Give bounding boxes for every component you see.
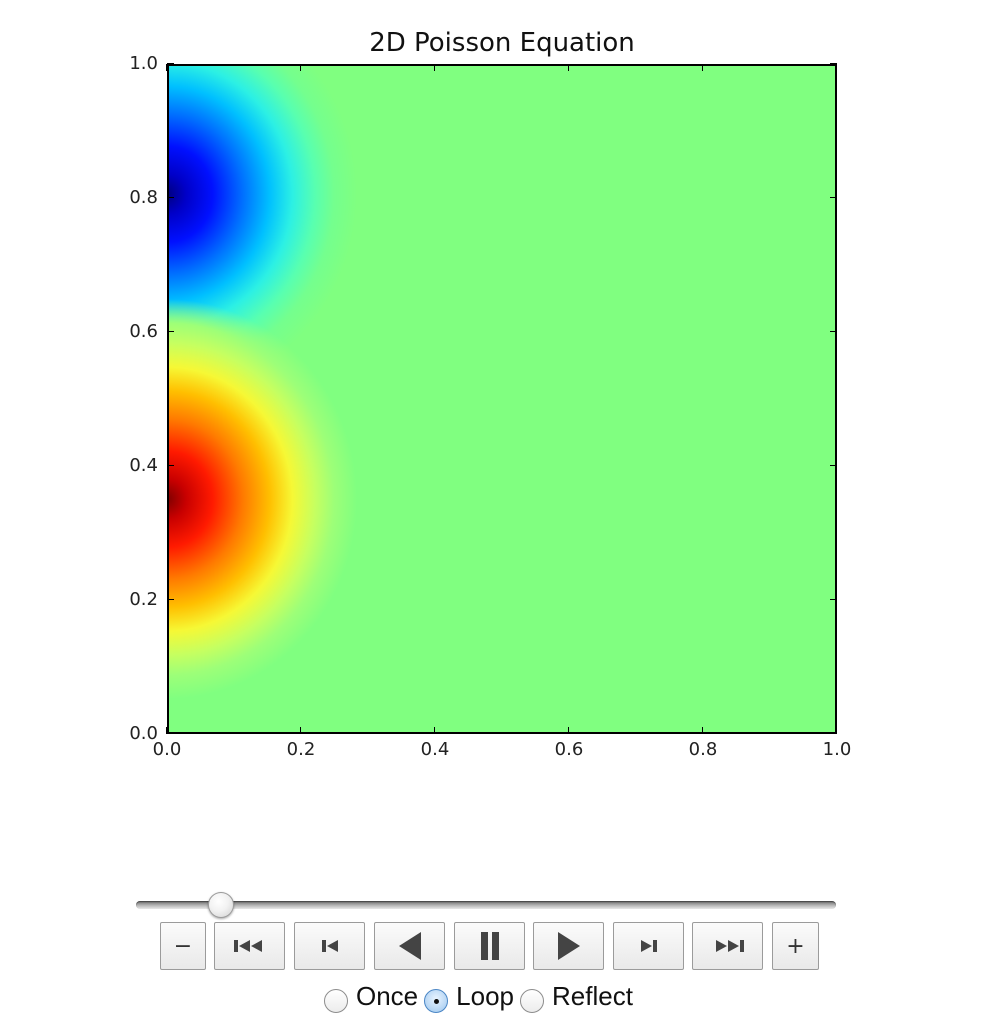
radio-reflect-label: Reflect <box>552 981 633 1011</box>
x-tick-mark <box>434 727 435 734</box>
y-tick-mark <box>830 465 837 466</box>
last-frame-button[interactable] <box>692 922 763 970</box>
x-tick-mark <box>702 64 703 71</box>
loop-mode-group: Once Loop Reflect <box>324 978 639 1014</box>
frame-slider[interactable] <box>136 892 836 918</box>
radio-loop[interactable] <box>424 989 449 1013</box>
play-reverse-button[interactable] <box>374 922 445 970</box>
pause-button[interactable] <box>454 922 525 970</box>
x-tick-mark <box>166 727 167 734</box>
y-tick-mark <box>167 733 174 734</box>
x-tick-mark <box>836 727 837 734</box>
y-tick-label: 0.8 <box>129 187 158 208</box>
chart-title: 2D Poisson Equation <box>369 28 635 58</box>
slider-track[interactable] <box>136 901 836 909</box>
y-tick-label: 0.0 <box>129 723 158 744</box>
x-tick-label: 0.2 <box>286 739 316 760</box>
x-tick-mark <box>434 64 435 71</box>
radio-reflect[interactable] <box>520 989 544 1013</box>
y-tick-mark <box>167 599 174 600</box>
y-tick-label: 1.0 <box>129 53 158 74</box>
x-tick-mark <box>568 727 569 734</box>
previous-frame-button[interactable] <box>294 922 365 970</box>
slider-thumb[interactable] <box>208 892 234 918</box>
x-tick-mark <box>702 727 703 734</box>
decrease-speed-button[interactable]: − <box>160 922 206 970</box>
x-tick-mark <box>166 64 167 71</box>
y-tick-mark <box>830 733 837 734</box>
plus-label: + <box>786 933 805 959</box>
y-tick-label: 0.2 <box>129 589 158 610</box>
x-tick-label: 0.0 <box>152 739 182 760</box>
previous-frame-icon <box>320 937 340 955</box>
pause-icon <box>478 931 502 961</box>
y-tick-label: 0.4 <box>129 455 158 476</box>
minus-label: − <box>173 933 193 959</box>
y-tick-mark <box>167 465 174 466</box>
play-reverse-icon <box>397 931 423 961</box>
y-tick-mark <box>167 331 174 332</box>
next-frame-button[interactable] <box>613 922 684 970</box>
x-tick-mark <box>300 727 301 734</box>
y-tick-label: 0.6 <box>129 321 158 342</box>
y-tick-mark <box>167 63 174 64</box>
next-frame-icon <box>639 937 659 955</box>
radio-once-label: Once <box>356 981 419 1011</box>
x-tick-mark <box>836 64 837 71</box>
play-icon <box>556 931 582 961</box>
y-tick-mark <box>830 63 837 64</box>
x-tick-label: 1.0 <box>822 739 852 760</box>
x-tick-mark <box>300 64 301 71</box>
x-tick-label: 0.8 <box>688 739 718 760</box>
y-tick-mark <box>830 599 837 600</box>
first-frame-icon <box>233 937 267 955</box>
last-frame-icon <box>711 937 745 955</box>
positive-peak-region <box>167 299 357 699</box>
x-tick-label: 0.4 <box>420 739 450 760</box>
x-tick-label: 0.6 <box>554 739 584 760</box>
play-button[interactable] <box>533 922 604 970</box>
heatmap-plot-area <box>167 64 837 734</box>
y-tick-mark <box>830 197 837 198</box>
x-tick-mark <box>568 64 569 71</box>
radio-once[interactable] <box>324 989 348 1013</box>
heatmap-figure: 2D Poisson Equation 0.0 0.2 0.4 0.6 0.8 1.0 0.… <box>129 28 852 760</box>
y-tick-mark <box>830 331 837 332</box>
radio-loop-label: Loop <box>456 981 514 1011</box>
increase-speed-button[interactable]: + <box>772 922 819 970</box>
y-tick-mark <box>167 197 174 198</box>
first-frame-button[interactable] <box>214 922 285 970</box>
